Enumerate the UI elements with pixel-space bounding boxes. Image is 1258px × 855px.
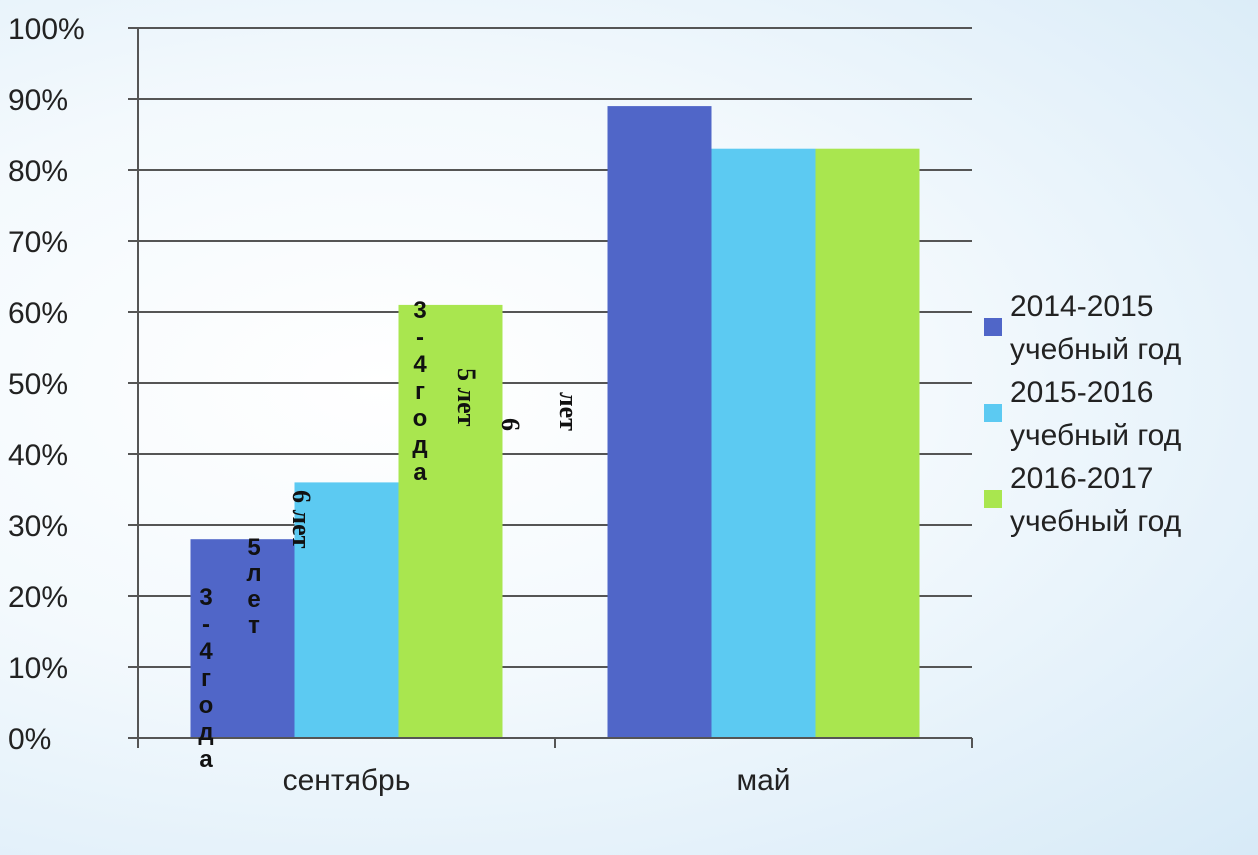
- y-tick-label: 70%: [8, 226, 68, 259]
- y-tick-label: 0%: [8, 723, 51, 756]
- annotation-char: 4: [199, 638, 213, 665]
- x-category-label: май: [736, 764, 790, 797]
- annotation-char: т: [248, 612, 260, 639]
- y-tick-label: 20%: [8, 581, 68, 614]
- x-category-labels: сентябрь май: [283, 764, 791, 797]
- annotation-char: 4: [413, 351, 427, 378]
- annotation-rotated: 6: [496, 418, 525, 431]
- annotation-char: д: [412, 432, 427, 459]
- annotation-char: -: [416, 324, 424, 351]
- x-category-label: сентябрь: [283, 764, 411, 797]
- y-tick-labels: 0% 10% 20% 30% 40% 50% 60% 70% 80% 90% 100%: [8, 13, 85, 756]
- annotation-char: г: [201, 665, 211, 692]
- y-tick-label: 50%: [8, 368, 68, 401]
- annotation-char: а: [413, 459, 427, 486]
- legend: 2014-2015 учебный год 2015-2016 учебный год…: [984, 290, 1181, 538]
- annotation-char: д: [198, 719, 213, 746]
- annotation-char: 3: [199, 584, 212, 611]
- annotation-rotated: лет: [554, 392, 583, 431]
- y-tick-label: 30%: [8, 510, 68, 543]
- y-tick-label: 60%: [8, 297, 68, 330]
- y-tick-label: 100%: [8, 13, 85, 46]
- annotation-char: о: [199, 692, 214, 719]
- annotation-rotated: 5 лет: [452, 368, 481, 427]
- bar: [398, 304, 503, 738]
- y-tick-label: 10%: [8, 652, 68, 685]
- legend-label: 2016-2017: [1010, 462, 1153, 495]
- bar: [294, 482, 399, 738]
- bars: [190, 106, 920, 739]
- legend-label: учебный год: [1010, 419, 1181, 452]
- y-tick-label: 40%: [8, 439, 68, 472]
- legend-swatch: [984, 490, 1002, 508]
- annotation-char: -: [202, 611, 210, 638]
- y-tick-label: 80%: [8, 155, 68, 188]
- legend-label: учебный год: [1010, 505, 1181, 538]
- legend-swatch: [984, 318, 1002, 336]
- annotation-char: г: [415, 378, 425, 405]
- annotation-char: 3: [413, 297, 426, 324]
- legend-label: 2014-2015: [1010, 290, 1153, 323]
- annotation-char: е: [247, 586, 260, 613]
- annotation-char: а: [199, 746, 213, 773]
- annotation-char: 5: [247, 534, 260, 561]
- axes: [128, 27, 973, 748]
- bar: [190, 539, 295, 738]
- bar: [815, 148, 920, 738]
- legend-swatch: [984, 404, 1002, 422]
- bar: [711, 148, 816, 738]
- y-tick-label: 90%: [8, 84, 68, 117]
- legend-label: учебный год: [1010, 333, 1181, 366]
- legend-label: 2015-2016: [1010, 376, 1153, 409]
- annotation-char: л: [246, 560, 261, 587]
- annotation-rotated: 6 лет: [287, 490, 316, 549]
- annotation-char: о: [413, 405, 428, 432]
- bar: [607, 106, 712, 739]
